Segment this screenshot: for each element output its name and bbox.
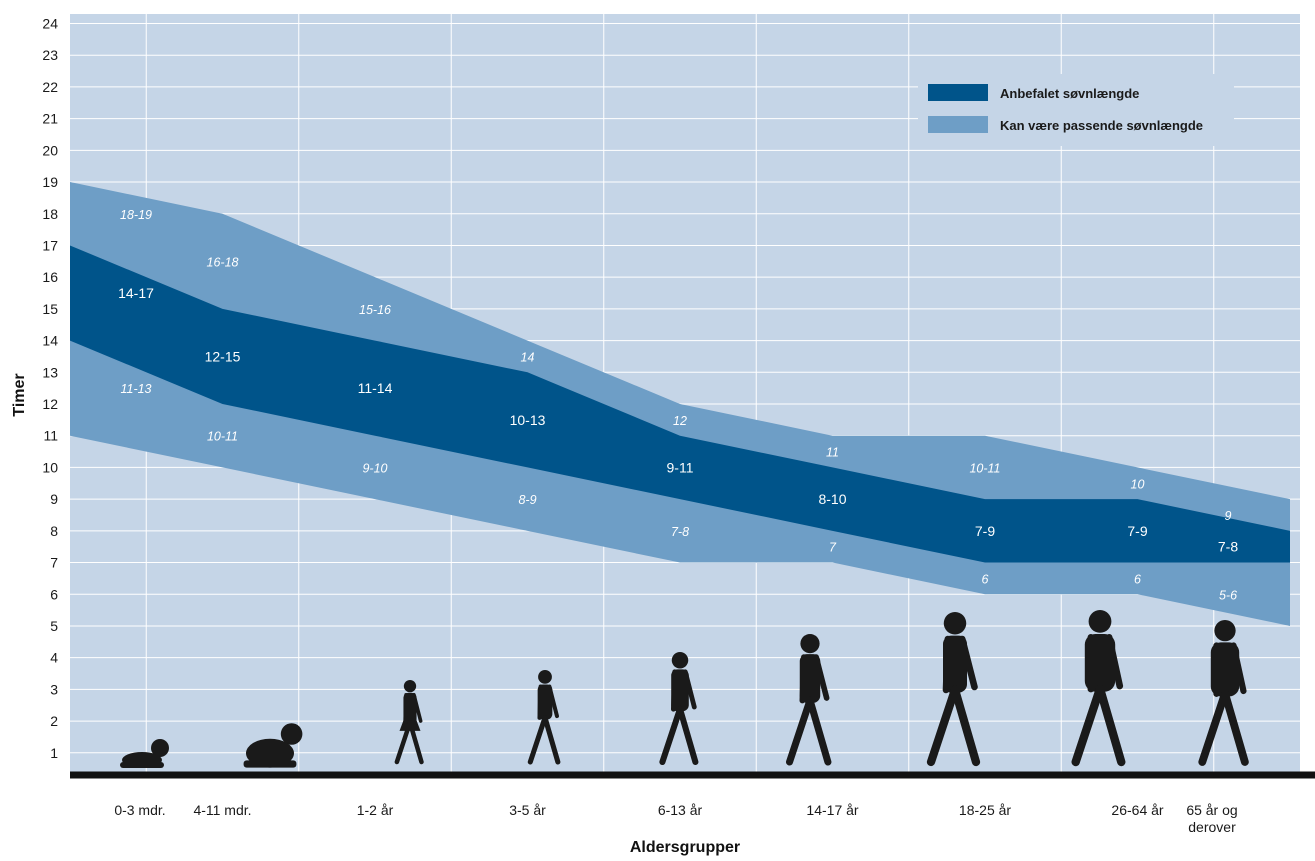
x-tick-label: 65 år og derover — [1186, 802, 1237, 835]
may-lower-value-label: 9-10 — [362, 461, 387, 475]
may-lower-value-label: 5-6 — [1219, 588, 1237, 602]
y-tick-label: 18 — [42, 206, 58, 222]
x-tick-label: 3-5 år — [509, 802, 546, 818]
may-upper-value-label: 11 — [826, 446, 839, 460]
legend-label-may-be-appropriate: Kan være passende søvnlængde — [1000, 118, 1203, 133]
recommended-value-label: 7-9 — [975, 523, 995, 539]
recommended-value-label: 7-9 — [1127, 523, 1147, 539]
y-tick-label: 10 — [42, 459, 58, 475]
legend-swatch-may-be-appropriate — [928, 116, 988, 133]
y-tick-label: 19 — [42, 174, 58, 190]
x-tick-label: 0-3 mdr. — [114, 802, 165, 818]
may-lower-value-label: 6 — [982, 572, 989, 586]
x-tick-label: 26-64 år — [1111, 802, 1163, 818]
may-upper-value-label: 10-11 — [969, 461, 1000, 475]
may-lower-value-label: 7 — [829, 541, 837, 555]
y-tick-label: 20 — [42, 142, 58, 158]
may-upper-value-label: 12 — [673, 414, 687, 428]
x-tick-label: 4-11 mdr. — [193, 802, 251, 818]
x-axis-ticks: 0-3 mdr. 4-11 mdr. 1-2 år 3-5 år 6-13 år 14-1… — [114, 802, 1237, 835]
x-tick-label: 6-13 år — [658, 802, 703, 818]
y-tick-label: 6 — [50, 586, 58, 602]
recommended-value-label: 9-11 — [667, 459, 694, 475]
y-tick-label: 14 — [42, 333, 58, 349]
y-tick-label: 21 — [42, 111, 58, 127]
y-tick-label: 24 — [42, 16, 58, 32]
may-lower-value-label: 11-13 — [120, 382, 151, 396]
y-tick-label: 12 — [42, 396, 58, 412]
legend-label-recommended: Anbefalet søvnlængde — [1000, 86, 1139, 101]
may-upper-value-label: 14 — [521, 350, 535, 364]
y-tick-label: 7 — [50, 555, 58, 571]
y-tick-label: 9 — [50, 491, 58, 507]
may-upper-value-label: 9 — [1225, 509, 1232, 523]
y-tick-label: 15 — [42, 301, 58, 317]
x-tick-label: 18-25 år — [959, 802, 1011, 818]
may-upper-value-label: 16-18 — [207, 255, 239, 269]
recommended-value-label: 12-15 — [205, 348, 241, 364]
recommended-value-label: 14-17 — [118, 285, 154, 301]
recommended-value-label: 8-10 — [818, 491, 846, 507]
y-tick-label: 3 — [50, 681, 58, 697]
y-tick-label: 23 — [42, 47, 58, 63]
may-upper-value-label: 15-16 — [359, 303, 391, 317]
x-tick-label: 14-17 år — [806, 802, 858, 818]
y-tick-label: 17 — [42, 237, 58, 253]
y-tick-label: 22 — [42, 79, 58, 95]
legend-swatch-recommended — [928, 84, 988, 101]
y-tick-label: 16 — [42, 269, 58, 285]
may-upper-value-label: 10 — [1131, 477, 1145, 491]
y-tick-label: 4 — [50, 650, 58, 666]
y-tick-label: 5 — [50, 618, 58, 634]
recommended-value-label: 7-8 — [1218, 539, 1238, 555]
legend: Anbefalet søvnlængde Kan være passende s… — [918, 74, 1234, 146]
y-tick-label: 11 — [43, 428, 58, 444]
recommended-value-label: 10-13 — [510, 412, 546, 428]
recommended-value-label: 11-14 — [358, 380, 393, 396]
y-tick-label: 1 — [50, 745, 58, 761]
x-axis-title: Aldersgrupper — [630, 839, 740, 856]
may-lower-value-label: 8-9 — [518, 493, 536, 507]
may-lower-value-label: 6 — [1134, 572, 1141, 586]
x-tick-label: 1-2 år — [357, 802, 394, 818]
may-lower-value-label: 7-8 — [671, 525, 689, 539]
may-lower-value-label: 10-11 — [207, 430, 238, 444]
y-axis-title: Timer — [11, 373, 28, 416]
y-tick-label: 2 — [50, 713, 58, 729]
y-tick-label: 8 — [50, 523, 58, 539]
may-upper-value-label: 18-19 — [120, 208, 152, 222]
y-tick-label: 13 — [42, 364, 58, 380]
